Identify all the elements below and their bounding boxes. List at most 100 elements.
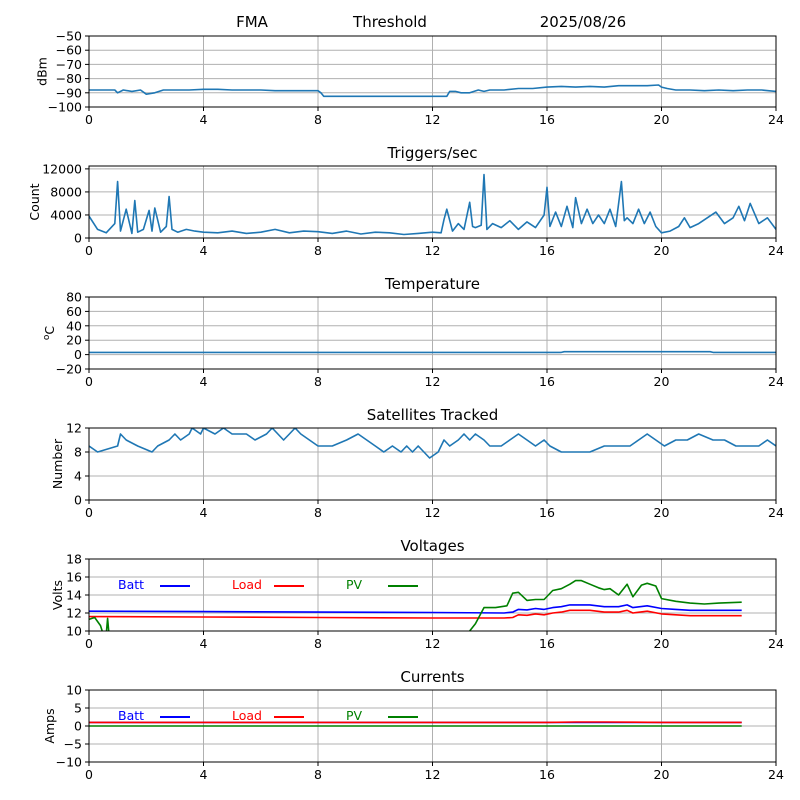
x-tick-label: 4 — [200, 767, 208, 782]
y-axis-label: dBm — [35, 57, 50, 86]
series-line-batt — [89, 604, 742, 614]
chart-panel-1: 0 4 8 12 16 20 24 −100−90−80−70−60−50 dBm — [35, 29, 784, 128]
y-tick-label: 12000 — [42, 161, 82, 176]
x-tick-label: 20 — [654, 112, 670, 127]
x-tick-label: 24 — [768, 636, 784, 651]
y-tick-label: 10 — [66, 683, 82, 698]
y-tick-label: 0 — [74, 347, 82, 362]
chart-title: Currents — [400, 668, 464, 686]
x-tick-label: 4 — [200, 505, 208, 520]
legend-label-batt: Batt — [118, 577, 144, 592]
x-tick-label: 20 — [654, 636, 670, 651]
x-tick-label: 16 — [539, 112, 555, 127]
series-line-1 — [89, 173, 776, 236]
x-tick-label: 16 — [539, 243, 555, 258]
x-tick-label: 24 — [768, 767, 784, 782]
y-tick-label: −80 — [56, 71, 82, 86]
series-line-1 — [89, 84, 776, 98]
x-tick-label: 0 — [85, 636, 93, 651]
chart-title: Satellites Tracked — [367, 406, 498, 424]
x-tick-label: 4 — [200, 243, 208, 258]
series-line-pv — [89, 579, 742, 631]
header-station: FMA — [236, 13, 269, 31]
x-tick-label: 0 — [85, 767, 93, 782]
x-tick-label: 12 — [425, 767, 441, 782]
y-tick-label: 80 — [66, 290, 82, 305]
y-axis-label: Amps — [42, 708, 57, 743]
x-tick-label: 0 — [85, 505, 93, 520]
x-tick-label: 16 — [539, 636, 555, 651]
y-tick-label: 4000 — [50, 207, 82, 222]
y-axis-label: Number — [50, 438, 65, 489]
legend-label-load: Load — [232, 577, 262, 592]
x-tick-label: 0 — [85, 112, 93, 127]
y-tick-label: 0 — [74, 719, 82, 734]
x-tick-label: 16 — [539, 767, 555, 782]
y-tick-label: 8000 — [50, 184, 82, 199]
chart-title: Temperature — [384, 275, 480, 293]
x-tick-label: 20 — [654, 374, 670, 389]
x-tick-label: 24 — [768, 243, 784, 258]
chart-panel-5: 0 4 8 12 16 20 24 10 12 14 16 18 Voltages Volts Batt Lo… — [50, 537, 784, 651]
y-tick-label: 40 — [66, 318, 82, 333]
y-tick-label: −60 — [56, 43, 82, 58]
x-tick-label: 12 — [425, 243, 441, 258]
x-tick-label: 12 — [425, 636, 441, 651]
x-tick-label: 8 — [314, 243, 322, 258]
x-tick-label: 16 — [539, 374, 555, 389]
y-tick-label: 14 — [66, 588, 82, 603]
y-tick-label: −100 — [48, 100, 82, 115]
header-mode: Threshold — [352, 13, 427, 31]
y-tick-label: −20 — [56, 362, 82, 377]
chart-panel-4: 0 4 8 12 16 20 24 0 4 8 12 Satellites Tracked Number — [50, 406, 784, 520]
x-tick-label: 4 — [200, 112, 208, 127]
x-tick-label: 8 — [314, 112, 322, 127]
y-axis-label: Count — [27, 183, 42, 220]
y-tick-label: 10 — [66, 624, 82, 639]
legend-label-pv: PV — [346, 708, 363, 723]
x-tick-label: 12 — [425, 112, 441, 127]
y-tick-label: 20 — [66, 333, 82, 348]
x-tick-label: 20 — [654, 767, 670, 782]
chart-title: Triggers/sec — [387, 144, 478, 162]
y-tick-label: 4 — [74, 469, 82, 484]
y-tick-label: 12 — [66, 606, 82, 621]
chart-panel-2: 0 4 8 12 16 20 24 0 4000 8000 12000 Triggers/sec Cou… — [27, 144, 784, 258]
x-tick-label: 20 — [654, 243, 670, 258]
y-axis-label: Volts — [50, 580, 65, 610]
y-tick-label: 12 — [66, 421, 82, 436]
legend-label-batt: Batt — [118, 708, 144, 723]
y-tick-label: −5 — [64, 737, 82, 752]
x-tick-label: 4 — [200, 374, 208, 389]
x-tick-label: 12 — [425, 505, 441, 520]
x-tick-label: 0 — [85, 243, 93, 258]
legend-label-pv: PV — [346, 577, 363, 592]
x-tick-label: 8 — [314, 767, 322, 782]
x-tick-label: 24 — [768, 505, 784, 520]
y-tick-label: 5 — [74, 701, 82, 716]
y-axis-label: oC — [42, 326, 57, 341]
y-tick-label: −90 — [56, 85, 82, 100]
y-tick-label: 0 — [74, 231, 82, 246]
y-tick-label: −10 — [56, 755, 82, 770]
series-line-1 — [89, 428, 776, 459]
chart-title: Voltages — [400, 537, 464, 555]
x-tick-label: 20 — [654, 505, 670, 520]
series-line-load — [89, 609, 742, 619]
x-tick-label: 24 — [768, 374, 784, 389]
x-tick-label: 8 — [314, 636, 322, 651]
y-tick-label: 60 — [66, 304, 82, 319]
legend-label-load: Load — [232, 708, 262, 723]
y-tick-label: 8 — [74, 445, 82, 460]
y-tick-label: −70 — [56, 57, 82, 72]
x-tick-label: 8 — [314, 505, 322, 520]
y-tick-label: 18 — [66, 552, 82, 567]
y-tick-label: 16 — [66, 570, 82, 585]
y-tick-label: 0 — [74, 493, 82, 508]
series-line-1 — [89, 350, 776, 354]
x-tick-label: 4 — [200, 636, 208, 651]
